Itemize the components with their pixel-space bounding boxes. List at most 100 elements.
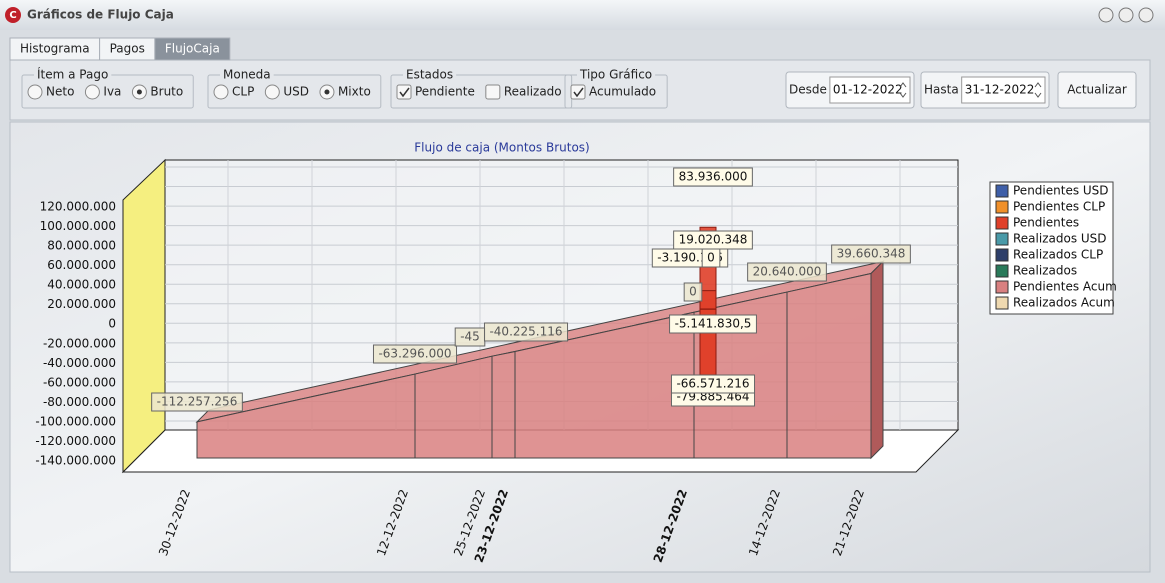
data-label: 0 [707,251,715,265]
close[interactable] [1138,7,1154,23]
legend-label: Realizados [1013,264,1077,278]
check [573,87,584,98]
spinner[interactable] [1034,82,1042,98]
legend-swatch [995,200,1009,214]
y-tick-label: 0 [108,317,116,331]
option-label: CLP [232,85,254,99]
y-tick-label: 40.000.000 [47,278,116,292]
date-input[interactable] [829,76,911,104]
radio-dot [324,89,330,95]
data-label-box [701,248,721,268]
group-box [207,74,382,109]
option-label: Iva [103,85,121,99]
legend-label: Realizados USD [1013,232,1107,246]
group-title: Tipo Gráfico [579,68,652,82]
y-tick-label: -20.000.000 [43,336,116,350]
data-label-box [831,244,911,264]
button-label: Actualizar [1067,83,1127,97]
minimize[interactable] [1098,7,1114,23]
group-title: Estados [406,68,453,82]
window-title: Gráficos de Flujo Caja [27,8,174,22]
data-label: 0 [689,285,697,299]
option-label: Realizado [504,85,562,99]
y-tick-label: 80.000.000 [47,239,116,253]
legend-label: Pendientes [1013,216,1079,230]
tab-label: Pagos [110,42,145,56]
option-label: Neto [46,85,74,99]
data-label: -66.571.216 [676,377,749,391]
date-label: Hasta [924,83,959,97]
data-label: 19.020.348 [679,233,748,247]
tab-label: FlujoCaja [165,42,220,56]
option-label: Mixto [338,85,371,99]
y-tick-label: 100.000.000 [40,219,116,233]
legend-label: Pendientes USD [1013,184,1109,198]
date-input[interactable] [961,76,1046,104]
legend-swatch [995,184,1009,198]
legend-swatch [995,264,1009,278]
area-side [870,260,884,460]
data-label: -5.141.830,5 [675,317,752,331]
y-tick-label: -80.000.000 [43,395,116,409]
window-controls [1098,7,1154,23]
radio[interactable] [213,84,229,100]
maximize[interactable] [1118,7,1134,23]
group-title-bg [34,69,112,81]
date-value: 31-12-2022 [965,83,1035,97]
tab-label: Histograma [20,42,90,56]
data-label: -45 [460,330,480,344]
button[interactable] [1057,71,1137,109]
legend-swatch [995,296,1009,310]
date-label: Desde [789,83,827,97]
legend-swatch [995,232,1009,246]
group-title: Moneda [223,68,271,82]
side-wall [122,158,166,474]
legend-label: Pendientes CLP [1013,200,1105,214]
checkbox[interactable] [485,84,501,100]
data-label: -63.296.000 [378,347,451,361]
checkbox[interactable] [570,84,586,100]
legend-swatch [995,248,1009,262]
legend-swatch [995,280,1009,294]
group-title-bg [220,69,274,81]
data-label: -40.225.116 [489,325,562,339]
legend-label: Realizados CLP [1013,248,1103,262]
data-label-box [747,262,827,282]
checkbox[interactable] [396,84,412,100]
legend-box [989,181,1114,315]
y-tick-label: -60.000.000 [43,375,116,389]
radio-dot [136,89,142,95]
radio[interactable] [264,84,280,100]
data-label-box [372,344,458,364]
y-tick-label: -40.000.000 [43,356,116,370]
data-label: 39.660.348 [837,247,906,261]
app-icon-letter: C [9,10,16,21]
tab[interactable] [154,37,231,61]
check [399,87,410,98]
y-tick-label: 60.000.000 [47,258,116,272]
data-label-box [673,167,753,187]
group-title: Ítem a Pago [37,67,108,82]
data-label: -112.257.256 [157,395,238,409]
app-icon [5,7,21,23]
bar [699,290,717,310]
spinner[interactable] [899,82,907,98]
data-label: 83.936.000 [679,170,748,184]
y-tick-label: 20.000.000 [47,297,116,311]
data-label-box [683,282,703,302]
option-label: Bruto [150,85,183,99]
option-label: Acumulado [589,85,656,99]
y-tick-label: -100.000.000 [35,414,116,428]
radio[interactable] [27,84,43,100]
data-label-box [670,374,756,394]
y-tick-label: -140.000.000 [35,454,116,468]
y-tick-label: 120.000.000 [40,200,116,214]
group-title-bg [403,69,457,81]
group-title-bg [577,69,656,81]
radio[interactable] [84,84,100,100]
data-label-box [483,322,569,342]
option-label: USD [283,85,309,99]
date-value: 01-12-2022 [833,83,903,97]
legend-label: Pendientes Acum [1013,280,1117,294]
